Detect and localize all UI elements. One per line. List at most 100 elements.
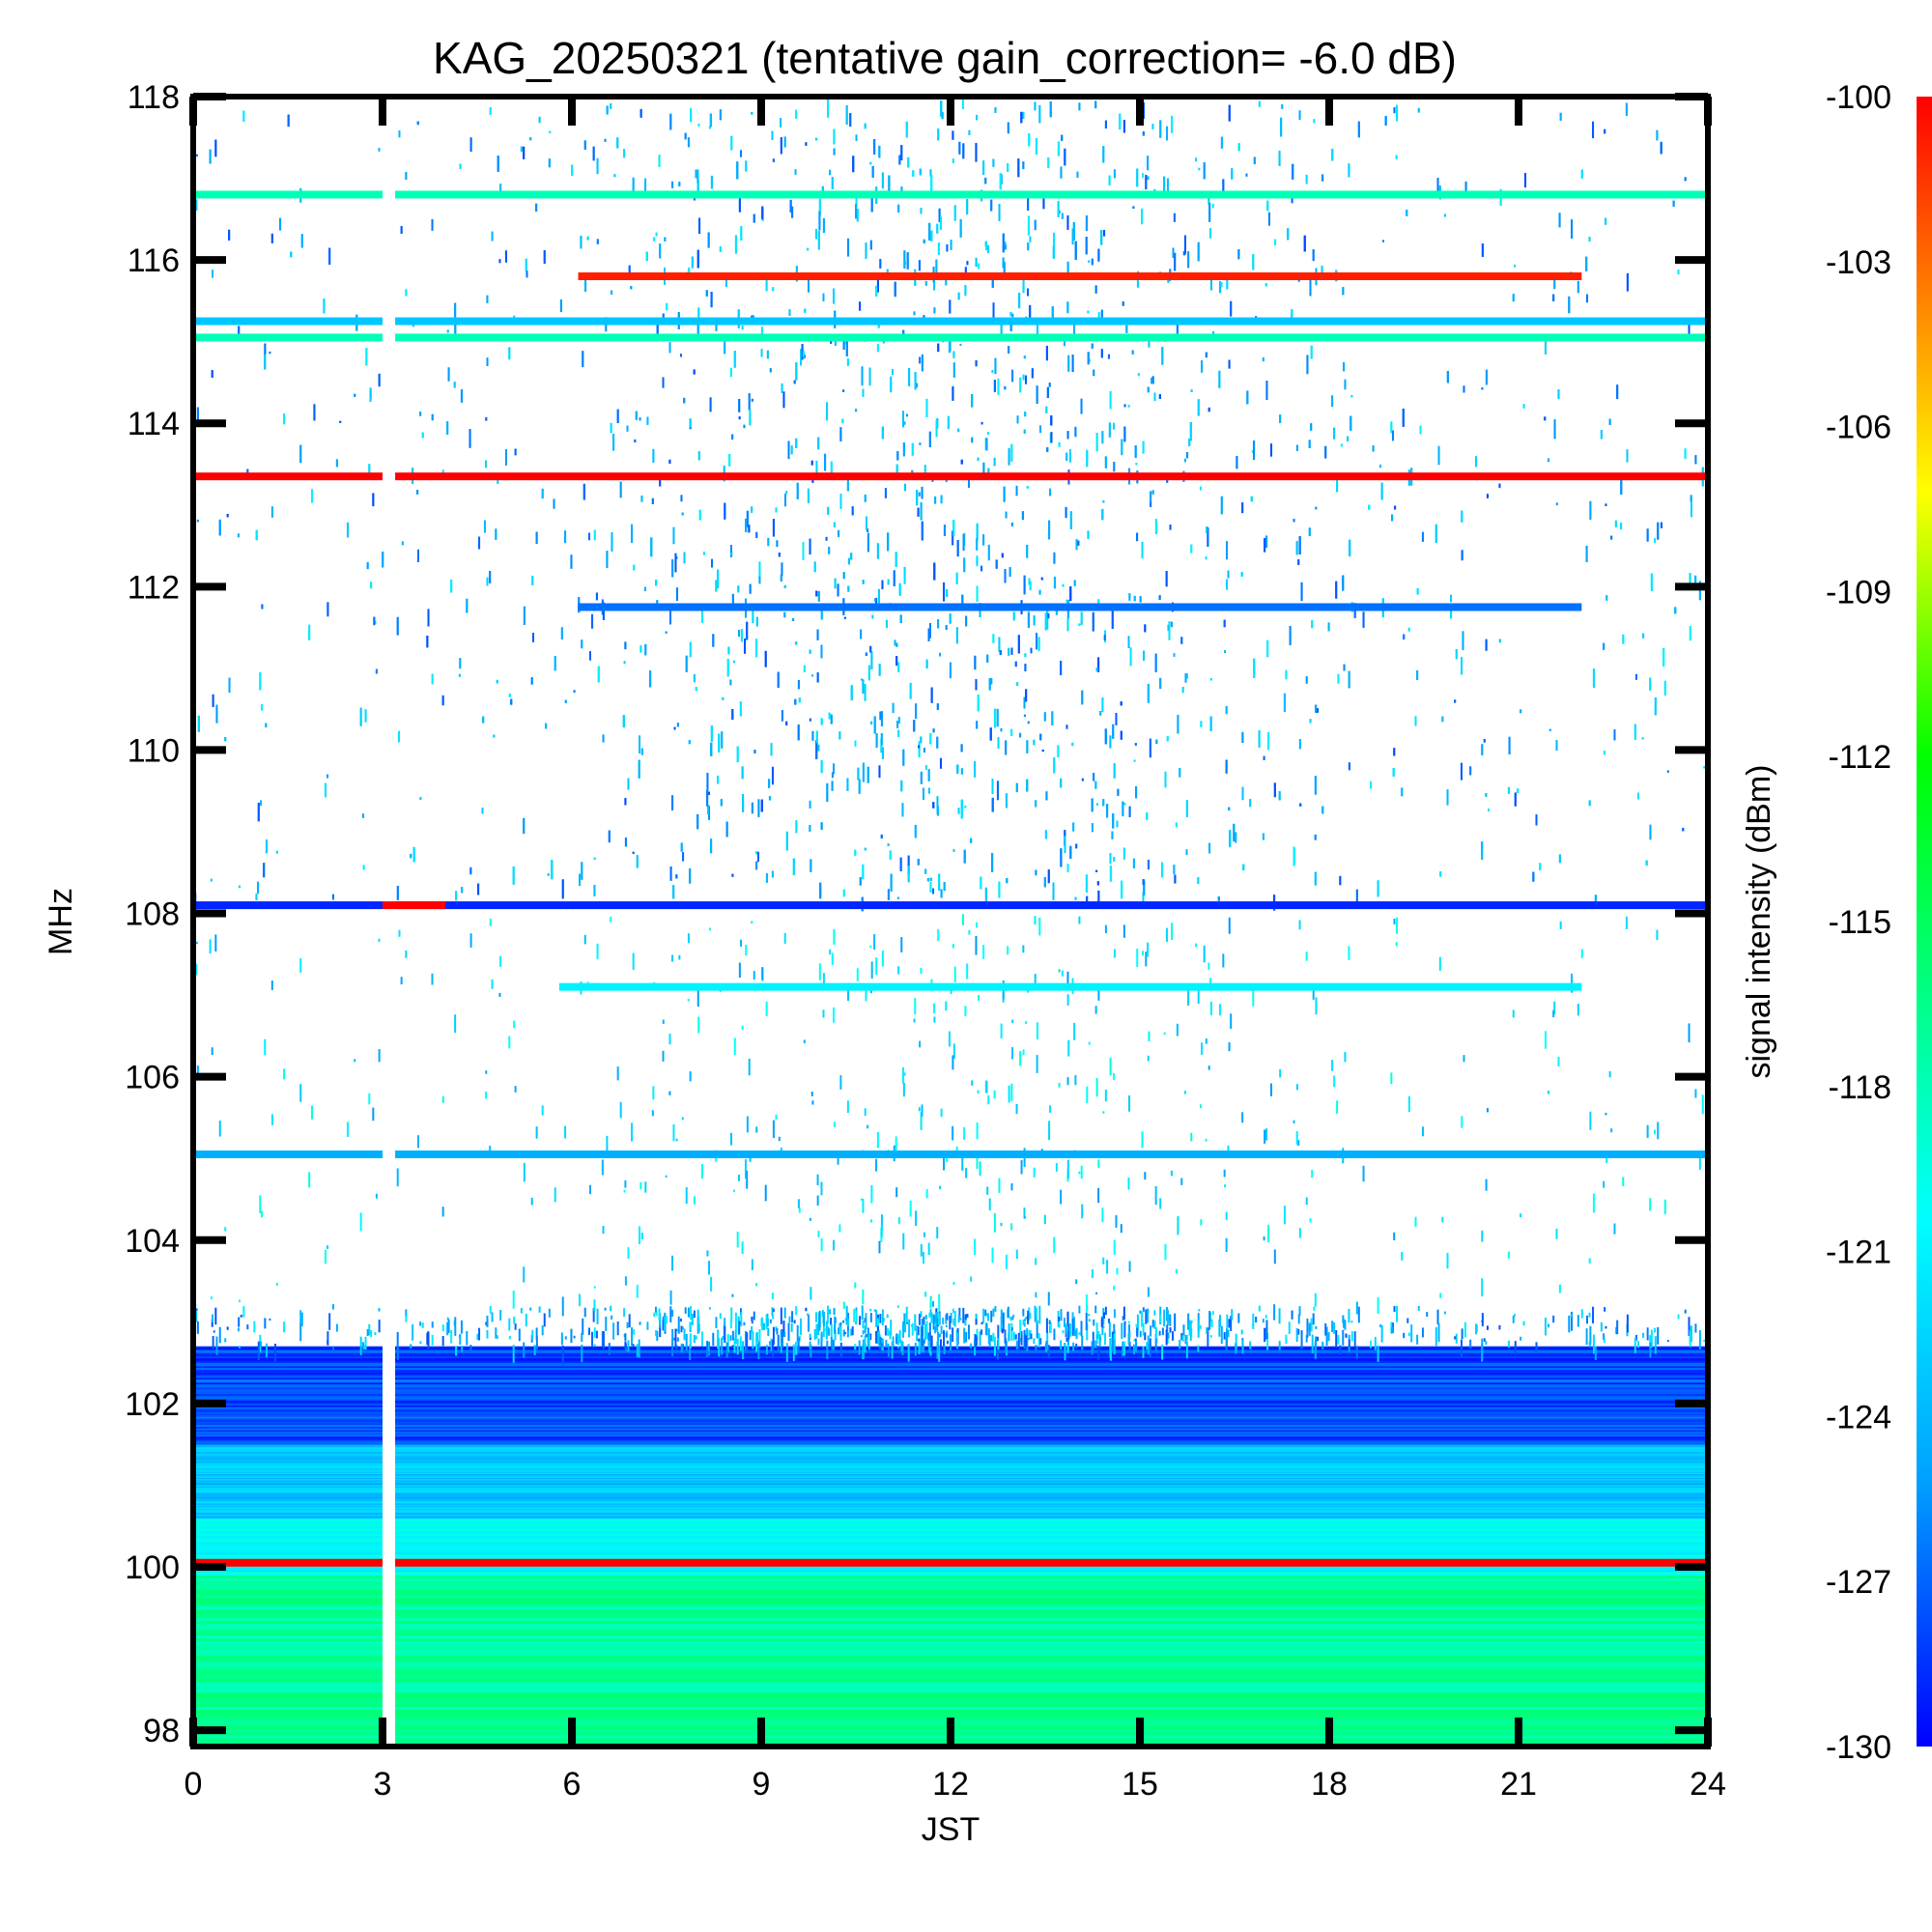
- noise-speckle: [918, 1338, 921, 1354]
- noise-speckle: [1134, 743, 1137, 746]
- noise-speckle: [820, 718, 823, 725]
- noise-speckle: [196, 407, 199, 420]
- noise-speckle: [1008, 345, 1010, 355]
- noise-speckle: [1034, 101, 1037, 111]
- noise-floor-row: [193, 1440, 383, 1443]
- noise-speckle: [770, 743, 773, 756]
- noise-speckle: [1159, 1198, 1162, 1209]
- noise-floor-row: [395, 1477, 1708, 1480]
- noise-speckle: [1166, 1324, 1169, 1332]
- noise-speckle: [656, 325, 659, 338]
- noise-speckle: [783, 1331, 786, 1338]
- noise-speckle: [1258, 100, 1261, 107]
- noise-speckle: [255, 893, 258, 901]
- noise-speckle: [611, 290, 613, 295]
- noise-speckle: [410, 853, 412, 859]
- noise-speckle: [1237, 249, 1240, 260]
- noise-floor-row: [193, 1477, 383, 1480]
- noise-floor-row: [193, 1546, 383, 1548]
- noise-speckle: [1161, 862, 1164, 878]
- noise-speckle: [638, 759, 640, 779]
- noise-speckle: [1512, 294, 1515, 302]
- noise-speckle: [1123, 426, 1126, 442]
- noise-floor-row: [395, 1556, 1708, 1559]
- noise-speckle: [1209, 716, 1212, 731]
- noise-speckle: [815, 1312, 818, 1322]
- noise-floor-row: [395, 1467, 1708, 1470]
- noise-speckle: [259, 671, 262, 691]
- noise-speckle: [985, 1313, 988, 1317]
- noise-speckle: [1052, 245, 1055, 259]
- noise-speckle: [758, 561, 761, 581]
- noise-speckle: [742, 1341, 745, 1359]
- noise-speckle: [914, 1314, 917, 1331]
- noise-speckle: [751, 506, 753, 513]
- noise-speckle: [582, 483, 585, 500]
- noise-speckle: [1147, 1309, 1150, 1314]
- noise-speckle: [1225, 705, 1228, 715]
- noise-speckle: [1009, 1316, 1012, 1321]
- noise-speckle: [1660, 141, 1662, 155]
- noise-floor-row: [395, 1499, 1708, 1501]
- noise-floor-row: [395, 1715, 1708, 1719]
- noise-speckle: [952, 351, 955, 358]
- noise-floor-row: [193, 1741, 383, 1745]
- noise-speckle: [1419, 425, 1422, 435]
- noise-speckle: [937, 1332, 940, 1342]
- noise-speckle: [1086, 895, 1089, 902]
- noise-speckle: [793, 380, 796, 384]
- noise-speckle: [645, 251, 648, 262]
- noise-speckle: [928, 431, 931, 448]
- noise-speckle: [668, 459, 671, 465]
- noise-speckle: [752, 1331, 754, 1350]
- noise-speckle: [1100, 230, 1103, 245]
- noise-speckle: [739, 701, 742, 717]
- noise-speckle: [1544, 336, 1547, 355]
- noise-speckle: [427, 609, 430, 627]
- noise-speckle: [1649, 824, 1652, 840]
- noise-speckle: [283, 413, 286, 425]
- noise-speckle: [975, 1335, 978, 1347]
- noise-speckle: [1219, 281, 1222, 294]
- noise-floor-row: [395, 1629, 1708, 1634]
- noise-speckle: [1435, 1326, 1437, 1347]
- noise-speckle: [1241, 786, 1244, 801]
- noise-speckle: [1122, 301, 1124, 306]
- noise-speckle: [1017, 1332, 1020, 1352]
- noise-speckle: [608, 1343, 611, 1355]
- noise-speckle: [1355, 1346, 1358, 1359]
- noise-floor-row: [395, 1421, 1708, 1424]
- noise-speckle: [1657, 1326, 1660, 1345]
- noise-speckle: [1340, 443, 1343, 447]
- noise-speckle: [374, 620, 377, 624]
- noise-speckle: [368, 464, 371, 475]
- noise-speckle: [1008, 1333, 1010, 1342]
- noise-speckle: [1060, 661, 1063, 675]
- noise-floor-row: [395, 1526, 1708, 1528]
- noise-speckle: [986, 1313, 989, 1321]
- noise-floor-row: [395, 1369, 1708, 1372]
- noise-speckle: [1064, 836, 1066, 854]
- noise-speckle: [725, 1342, 728, 1358]
- noise-speckle: [974, 1333, 977, 1349]
- noise-floor-row: [395, 1494, 1708, 1496]
- noise-speckle: [1464, 181, 1467, 192]
- noise-speckle: [1228, 807, 1231, 810]
- noise-speckle: [850, 553, 853, 560]
- noise-speckle: [1176, 322, 1179, 334]
- noise-speckle: [1184, 1334, 1187, 1345]
- noise-speckle: [1349, 539, 1351, 556]
- noise-speckle: [1041, 750, 1044, 753]
- noise-speckle: [1028, 1329, 1031, 1337]
- noise-speckle: [822, 1311, 825, 1326]
- noise-floor-row: [193, 1455, 383, 1458]
- noise-speckle: [797, 679, 800, 690]
- noise-speckle: [662, 313, 665, 318]
- noise-speckle: [959, 1318, 962, 1321]
- noise-speckle: [1149, 1338, 1151, 1357]
- noise-speckle: [1253, 658, 1256, 678]
- noise-speckle: [431, 1334, 434, 1346]
- noise-speckle: [914, 1342, 917, 1356]
- noise-speckle: [772, 1315, 775, 1320]
- noise-speckle: [1045, 1318, 1048, 1333]
